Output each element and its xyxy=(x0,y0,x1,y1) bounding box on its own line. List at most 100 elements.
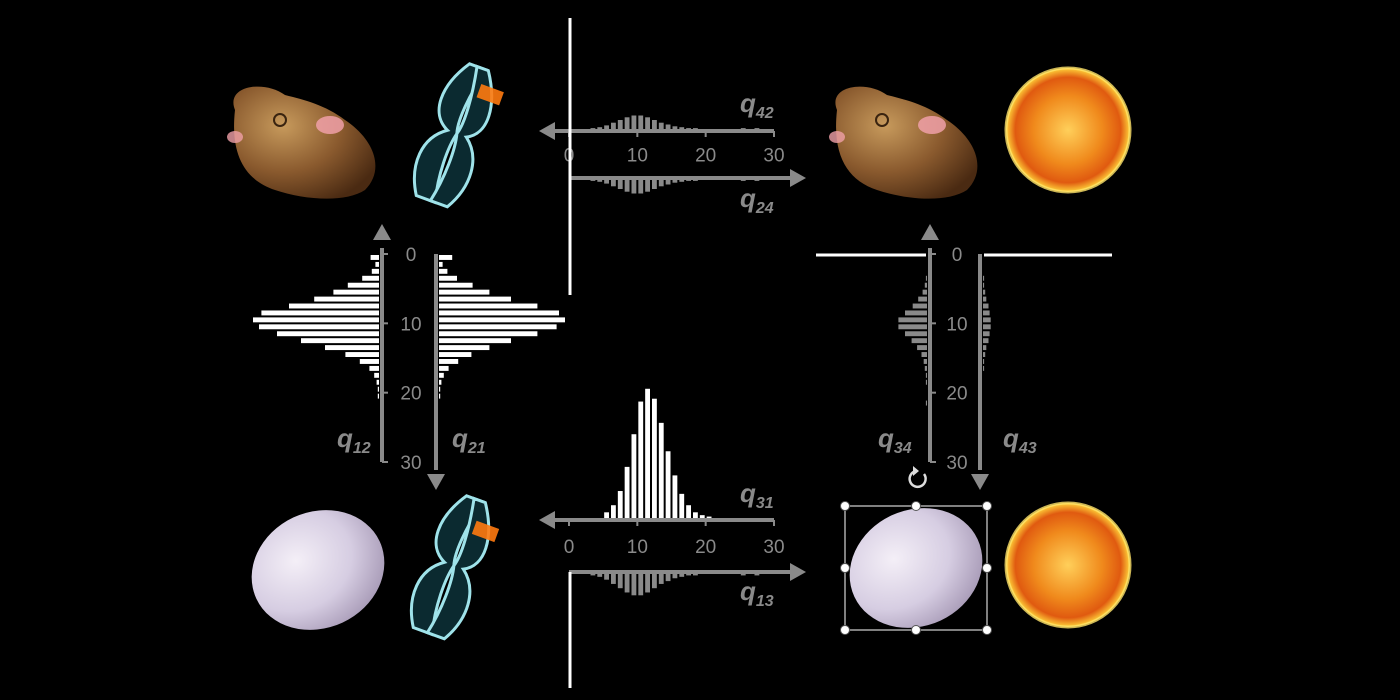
chart-left: 0 10 20 30 q12 q21 xyxy=(253,224,565,490)
bar xyxy=(631,574,637,596)
bar xyxy=(983,331,990,337)
tick-label: 0 xyxy=(952,245,963,266)
bar xyxy=(983,345,987,351)
bar xyxy=(923,359,927,364)
bar xyxy=(347,282,379,288)
series-label: q31 xyxy=(740,478,774,512)
bar xyxy=(624,180,630,192)
bar xyxy=(905,310,927,316)
resize-handle[interactable] xyxy=(982,501,992,511)
bar xyxy=(740,128,746,129)
sun-icon xyxy=(1004,66,1132,194)
bar xyxy=(638,115,644,129)
bar xyxy=(983,289,986,295)
bar xyxy=(314,296,379,302)
bar xyxy=(922,289,927,295)
egg-icon xyxy=(251,510,385,630)
tick-label: 20 xyxy=(400,384,421,405)
tick-label: 10 xyxy=(946,314,967,335)
bar xyxy=(921,352,927,357)
bar xyxy=(611,122,616,129)
chromosome-icon xyxy=(409,494,500,641)
resize-handle[interactable] xyxy=(911,625,921,635)
arrow-right-icon xyxy=(790,563,806,581)
tick-label: 30 xyxy=(946,453,967,474)
bar xyxy=(638,401,644,518)
bar xyxy=(898,324,927,330)
bar xyxy=(631,434,637,518)
bar xyxy=(604,125,609,129)
bar xyxy=(369,365,379,371)
bar xyxy=(652,120,657,129)
bar xyxy=(439,275,457,281)
bar xyxy=(277,331,379,337)
bar xyxy=(631,180,637,194)
bar xyxy=(652,180,657,189)
bar xyxy=(898,317,927,323)
bar xyxy=(624,117,630,129)
bar xyxy=(289,303,379,309)
bar xyxy=(925,275,927,281)
bar xyxy=(597,180,603,182)
bar xyxy=(345,352,379,357)
bar xyxy=(370,255,379,260)
bar xyxy=(371,268,379,274)
bar xyxy=(590,128,596,129)
resize-handle[interactable] xyxy=(911,501,921,511)
bar xyxy=(672,475,678,518)
tick-label: 0 xyxy=(406,245,417,266)
bar xyxy=(439,303,538,309)
bar xyxy=(658,122,664,129)
bar xyxy=(325,345,379,351)
bar xyxy=(645,388,650,518)
bar xyxy=(912,303,927,309)
arrow-down-icon xyxy=(427,474,445,490)
bar xyxy=(693,128,698,129)
bar xyxy=(604,512,609,518)
bar xyxy=(439,324,557,330)
bar xyxy=(672,574,678,579)
bar xyxy=(439,345,490,351)
bar xyxy=(439,282,473,288)
bar xyxy=(693,574,698,576)
bar xyxy=(658,180,664,187)
bar xyxy=(665,180,671,185)
bar xyxy=(597,127,603,129)
bar xyxy=(439,289,490,295)
series-label: q13 xyxy=(740,576,774,610)
series-label: q43 xyxy=(1003,423,1037,457)
bar xyxy=(983,275,985,281)
resize-handle[interactable] xyxy=(982,563,992,573)
selection-box[interactable] xyxy=(840,466,992,635)
bar xyxy=(645,117,650,129)
bar xyxy=(983,359,985,364)
tick-label: 30 xyxy=(763,146,784,167)
rotate-handle-icon[interactable] xyxy=(908,466,927,489)
resize-handle[interactable] xyxy=(840,563,850,573)
bar xyxy=(679,180,685,182)
bar xyxy=(983,317,991,323)
egg-icon[interactable] xyxy=(830,487,1002,650)
sun-icon xyxy=(1004,501,1132,629)
resize-handle[interactable] xyxy=(840,501,850,511)
bar xyxy=(658,422,664,518)
bar xyxy=(590,180,596,181)
bar xyxy=(611,505,616,518)
tick-label: 20 xyxy=(946,384,967,405)
bar xyxy=(983,365,985,371)
embryo-icon xyxy=(829,86,978,199)
resize-handle[interactable] xyxy=(982,625,992,635)
bar xyxy=(624,466,630,518)
bar xyxy=(439,331,538,337)
chart-right: 0 10 20 30 q34 q43 xyxy=(816,224,1112,490)
bar xyxy=(439,386,441,392)
bar xyxy=(259,324,379,330)
bar xyxy=(439,268,448,274)
bar xyxy=(665,124,671,129)
bar xyxy=(983,310,990,316)
resize-handle[interactable] xyxy=(840,625,850,635)
bar xyxy=(604,574,609,580)
bar xyxy=(439,393,441,399)
bar xyxy=(362,275,379,281)
bar xyxy=(645,180,650,192)
